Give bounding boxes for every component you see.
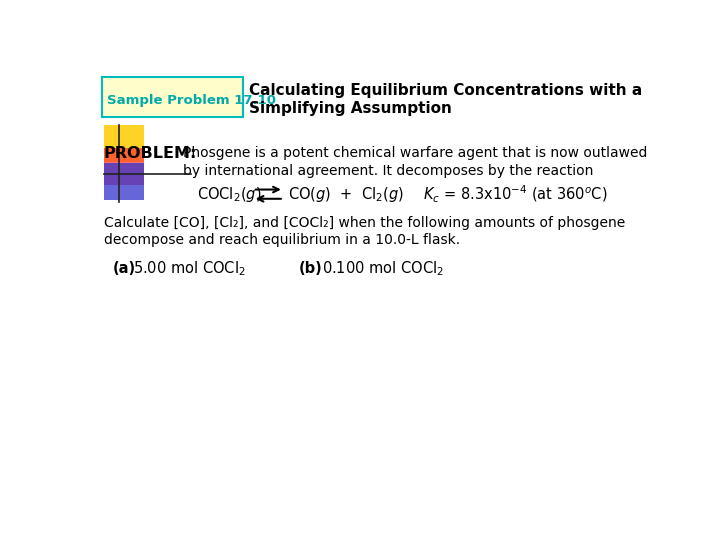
FancyBboxPatch shape bbox=[102, 77, 243, 117]
Text: Sample Problem 17.10: Sample Problem 17.10 bbox=[107, 94, 276, 107]
Text: PROBLEM:: PROBLEM: bbox=[104, 146, 197, 161]
Text: Calculating Equilibrium Concentrations with a: Calculating Equilibrium Concentrations w… bbox=[249, 84, 642, 98]
Text: CO($g$)  +  Cl$_2$($g$): CO($g$) + Cl$_2$($g$) bbox=[289, 185, 405, 204]
Text: 0.100 mol COCl$_2$: 0.100 mol COCl$_2$ bbox=[323, 260, 444, 278]
Text: Phosgene is a potent chemical warfare agent that is now outlawed: Phosgene is a potent chemical warfare ag… bbox=[183, 146, 647, 160]
Text: (a): (a) bbox=[113, 261, 136, 276]
Bar bbox=[104, 125, 144, 162]
Text: $K_c$ = 8.3x10$^{-4}$ (at 360$^o$C): $K_c$ = 8.3x10$^{-4}$ (at 360$^o$C) bbox=[423, 184, 608, 205]
Bar bbox=[104, 148, 144, 185]
Text: 5.00 mol COCl$_2$: 5.00 mol COCl$_2$ bbox=[132, 260, 246, 278]
Text: by international agreement. It decomposes by the reaction: by international agreement. It decompose… bbox=[183, 164, 593, 178]
Text: COCl$_2$($g$): COCl$_2$($g$) bbox=[197, 185, 261, 204]
Text: decompose and reach equilibrium in a 10.0-L flask.: decompose and reach equilibrium in a 10.… bbox=[104, 233, 460, 247]
Text: Calculate [CO], [Cl₂], and [COCl₂] when the following amounts of phosgene: Calculate [CO], [Cl₂], and [COCl₂] when … bbox=[104, 215, 625, 230]
Bar bbox=[104, 164, 144, 200]
Text: (b): (b) bbox=[300, 261, 323, 276]
Text: Simplifying Assumption: Simplifying Assumption bbox=[249, 101, 451, 116]
